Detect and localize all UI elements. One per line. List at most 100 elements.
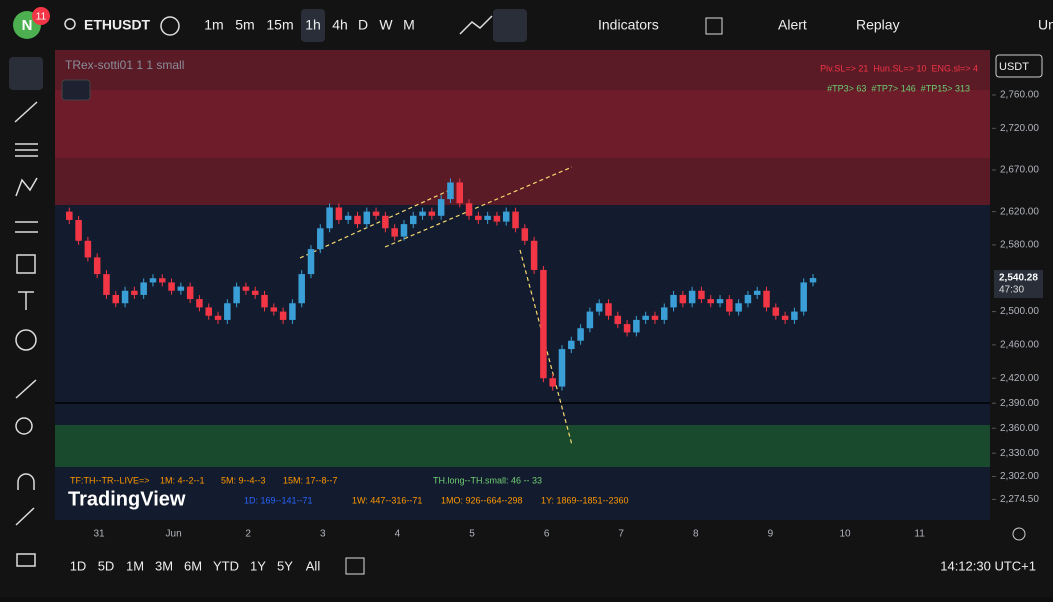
candle-body [400, 224, 408, 237]
interval[interactable]: 1m [204, 17, 223, 33]
range-button[interactable]: 6M [184, 558, 202, 573]
candle-body [103, 274, 110, 295]
candle-body [66, 211, 73, 220]
more[interactable]: Un [1038, 17, 1053, 33]
candle-body [772, 307, 780, 316]
range-button[interactable]: 5D [98, 558, 115, 573]
settings-icon[interactable] [1012, 527, 1026, 541]
candle-body [530, 240, 538, 270]
candle-body [716, 299, 724, 304]
candle-body [140, 282, 147, 295]
interval[interactable]: 15m [266, 17, 293, 33]
candle-body [502, 211, 510, 222]
candle-body [447, 182, 454, 200]
candle-body [270, 307, 278, 312]
avatar-letter: N [22, 17, 33, 34]
interval[interactable]: W [379, 17, 393, 33]
candle-body [791, 311, 798, 320]
candle-body [781, 315, 789, 320]
price-label: 2,274.50 [1000, 494, 1039, 505]
range-button[interactable]: 3M [155, 558, 173, 573]
candle-body [549, 378, 556, 387]
candle-body [568, 340, 575, 350]
candle-body [326, 207, 333, 229]
layouts[interactable] [705, 17, 723, 35]
footer-1w: 1W: 447--316--71 [352, 495, 422, 505]
alert[interactable]: Alert [778, 17, 807, 33]
interval[interactable]: 1h [305, 17, 321, 33]
candle-body [242, 286, 250, 291]
candle-body [577, 328, 584, 341]
price-label: 2,390.00 [1000, 398, 1039, 409]
tool-icons [14, 101, 38, 567]
candle-body [698, 290, 705, 300]
indicators[interactable]: Indicators [598, 17, 659, 33]
price-label: 2,330.00 [1000, 448, 1039, 459]
range-button[interactable]: YTD [213, 558, 239, 573]
interval[interactable]: D [358, 17, 368, 33]
candle-body [679, 294, 687, 304]
candle-body [558, 349, 566, 387]
candle-body [112, 294, 120, 304]
candle-body [372, 211, 380, 216]
candle-body [93, 257, 101, 275]
candle-body [726, 299, 733, 312]
candle-body [540, 269, 547, 379]
candle-body [456, 182, 463, 204]
candle-body [735, 303, 742, 312]
price-label: 2,580.00 [1000, 240, 1039, 251]
range-button[interactable]: 1M [126, 558, 144, 573]
interval[interactable]: M [403, 17, 415, 33]
search-icon[interactable] [64, 18, 76, 30]
last-price-tag [994, 270, 1043, 299]
candle-body [809, 278, 817, 283]
candle-body [670, 294, 677, 308]
clock: 14:12:30 UTC+1 [940, 558, 1036, 573]
candle-body [159, 278, 166, 283]
brand: TradingView [68, 488, 186, 510]
range-button[interactable]: All [306, 558, 321, 573]
candle-body [289, 303, 296, 320]
footer-tf: TF:TH--TR--LIVE=> [70, 475, 150, 485]
currency: USDT [999, 61, 1029, 73]
replay[interactable]: Replay [856, 17, 900, 33]
range-button[interactable]: 1D [70, 558, 87, 573]
price-label: 2,302.00 [1000, 471, 1039, 482]
candle-body [75, 219, 82, 241]
goto-date[interactable] [345, 557, 365, 575]
candle-body [224, 303, 231, 320]
footer-bg [55, 470, 990, 520]
candle-body [410, 215, 417, 225]
candle-style[interactable] [493, 9, 527, 42]
interval[interactable]: 5m [235, 17, 254, 33]
footer-1d: 1D: 169--141--71 [244, 495, 313, 505]
date-label: 11 [914, 529, 925, 540]
interval-active [301, 9, 325, 42]
candle-body [595, 303, 603, 312]
candle-body [121, 290, 129, 304]
candle-body [465, 203, 473, 216]
candle-body [586, 311, 594, 329]
date-label: 6 [544, 529, 550, 540]
candle-body [307, 249, 315, 275]
candle-body [800, 282, 807, 312]
candle-body [493, 215, 501, 222]
crosshair-tool[interactable] [9, 57, 43, 90]
price-label: 2,620.00 [1000, 206, 1039, 217]
interval[interactable]: 4h [332, 17, 348, 33]
candle-body [84, 240, 92, 258]
collapse-button[interactable] [61, 79, 91, 101]
price-label: 2,500.00 [1000, 306, 1039, 317]
range-button[interactable]: 1Y [250, 558, 266, 573]
candle-body [605, 303, 612, 316]
countdown: 47:30 [999, 285, 1024, 296]
range-button[interactable]: 5Y [277, 558, 293, 573]
date-label: 5 [469, 529, 475, 540]
chart-style-icon[interactable] [459, 15, 493, 35]
bottom-bar [55, 547, 1053, 587]
indicator-name: TRex-sotti01 1 1 small [65, 58, 184, 72]
symbol[interactable]: ETHUSDT [84, 17, 151, 33]
add-symbol[interactable] [160, 16, 180, 36]
currency-button[interactable] [995, 54, 1043, 78]
